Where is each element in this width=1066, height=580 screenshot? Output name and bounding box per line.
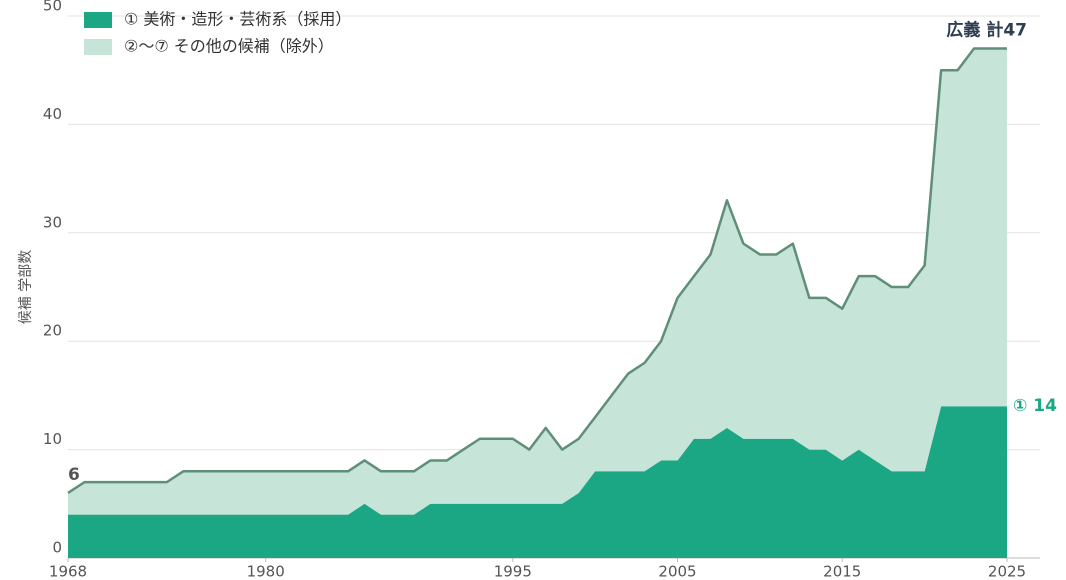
y-tick-label: 30	[43, 213, 62, 231]
legend-label: ① 美術・造形・芸術系（採用）	[124, 10, 351, 29]
y-tick-label: 50	[43, 0, 62, 15]
x-tick-label: 2025	[988, 563, 1026, 580]
y-tick-label: 40	[43, 105, 62, 123]
area	[68, 406, 1007, 558]
area	[68, 48, 1007, 515]
legend-swatch	[84, 12, 112, 28]
legend-label: ②〜⑦ その他の候補（除外）	[124, 37, 334, 56]
area-top-line	[67, 47, 1007, 495]
y-tick-label: 0	[52, 539, 62, 557]
y-axis-label: 候補 学部数	[18, 250, 34, 324]
annotation: ① 14	[1013, 396, 1057, 416]
x-tick-label: 2015	[823, 563, 861, 580]
y-tick-label: 10	[43, 430, 62, 448]
x-tick-label: 1968	[49, 563, 87, 580]
x-tick-label: 2005	[658, 563, 696, 580]
y-tick-label: 20	[43, 322, 62, 340]
areas	[67, 47, 1007, 558]
x-tick-label: 1980	[247, 563, 285, 580]
annotation: 6	[68, 465, 80, 485]
annotation: 広義 計47	[946, 20, 1027, 41]
legend-swatch	[84, 39, 112, 55]
x-tick-label: 1995	[494, 563, 532, 580]
